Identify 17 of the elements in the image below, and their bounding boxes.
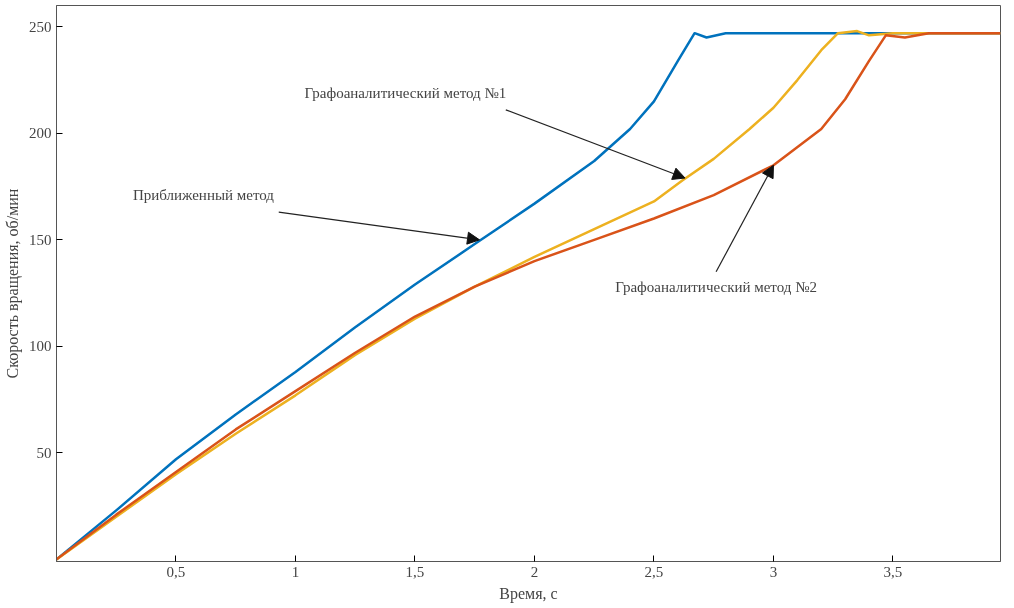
y-tick-label: 200 <box>29 125 52 142</box>
x-tick-label: 0,5 <box>166 563 186 580</box>
annotation: Графоаналитический метод №1 <box>304 84 507 101</box>
y-tick-label: 50 <box>36 444 52 461</box>
y-axis-title: Скорость вращения, об/мин <box>4 188 22 379</box>
y-tick-label: 100 <box>29 338 52 355</box>
y-tick-label: 150 <box>29 231 52 248</box>
annotation: Графоаналитический метод №2 <box>615 278 817 295</box>
annotation: Приближенный метод <box>132 187 275 204</box>
x-tick-label: 2,5 <box>644 563 664 580</box>
x-tick-label: 3 <box>769 563 778 580</box>
x-tick-label: 2 <box>530 563 539 580</box>
x-tick-label: 1,5 <box>405 563 425 580</box>
x-axis-title: Время, с <box>499 584 558 603</box>
x-tick-label: 1 <box>291 563 300 580</box>
y-tick-label: 250 <box>29 18 52 35</box>
x-tick-label: 3,5 <box>883 563 903 580</box>
